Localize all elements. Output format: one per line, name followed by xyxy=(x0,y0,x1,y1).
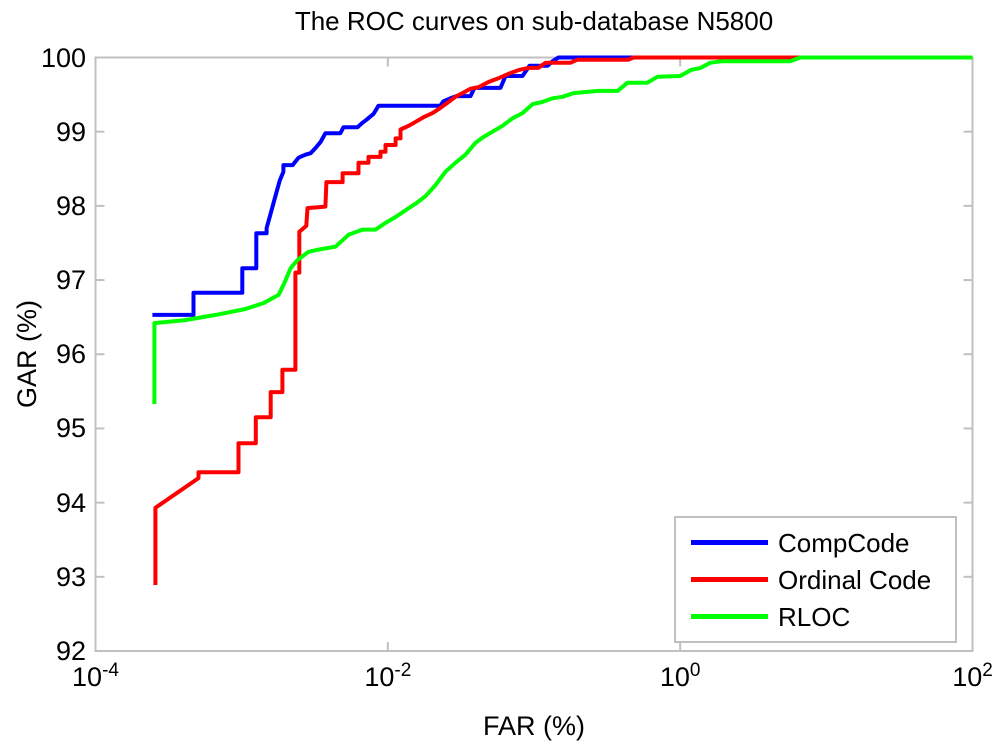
y-tick-label-99: 99 xyxy=(55,116,86,147)
x-tick-base: 10 xyxy=(364,662,395,692)
curve-ordinal-code xyxy=(153,55,806,585)
x-tick-exponent: 2 xyxy=(982,660,993,681)
legend-row-rloc: RLOC xyxy=(676,602,955,632)
legend: CompCode Ordinal Code RLOC xyxy=(674,516,957,643)
chart-title: The ROC curves on sub-database N5800 xyxy=(294,6,774,36)
x-tick-exponent: -2 xyxy=(394,660,412,681)
y-tick-label-96: 96 xyxy=(55,339,86,370)
legend-label-rloc: RLOC xyxy=(778,601,851,632)
y-tick-label-93: 93 xyxy=(55,561,86,592)
x-tick-exponent: 0 xyxy=(689,660,701,681)
roc-curves xyxy=(152,55,973,585)
x-tick-exponent: -4 xyxy=(102,660,119,681)
x-tick-label-1e-2: 10-2 xyxy=(343,660,433,692)
y-tick-label-95: 95 xyxy=(55,413,86,444)
x-axis-label: FAR (%) xyxy=(482,711,585,741)
x-tick-label-1e2: 102 xyxy=(928,660,1000,692)
y-tick-label-100: 100 xyxy=(40,42,86,73)
x-tick-label-1e0: 100 xyxy=(635,660,725,692)
y-tick-label-97: 97 xyxy=(55,265,86,296)
legend-row-ordinal-code: Ordinal Code xyxy=(676,565,955,595)
curve-compcode xyxy=(152,55,646,317)
legend-line-sample-ordinal-code xyxy=(691,577,768,582)
curve-rloc xyxy=(152,55,973,404)
legend-line-sample-compcode xyxy=(691,540,768,545)
legend-label-compcode: CompCode xyxy=(778,527,910,558)
y-tick-label-94: 94 xyxy=(55,487,86,518)
y-tick-label-98: 98 xyxy=(55,190,86,221)
legend-line-sample-rloc xyxy=(691,614,768,619)
x-tick-base: 10 xyxy=(72,662,103,692)
legend-label-ordinal-code: Ordinal Code xyxy=(778,564,932,595)
legend-row-compcode: CompCode xyxy=(676,528,955,558)
y-tick-label-92: 92 xyxy=(55,636,86,666)
x-tick-base: 10 xyxy=(952,662,983,692)
x-tick-base: 10 xyxy=(659,662,690,692)
x-tick-label-1e-4: 10-4 xyxy=(51,660,141,692)
